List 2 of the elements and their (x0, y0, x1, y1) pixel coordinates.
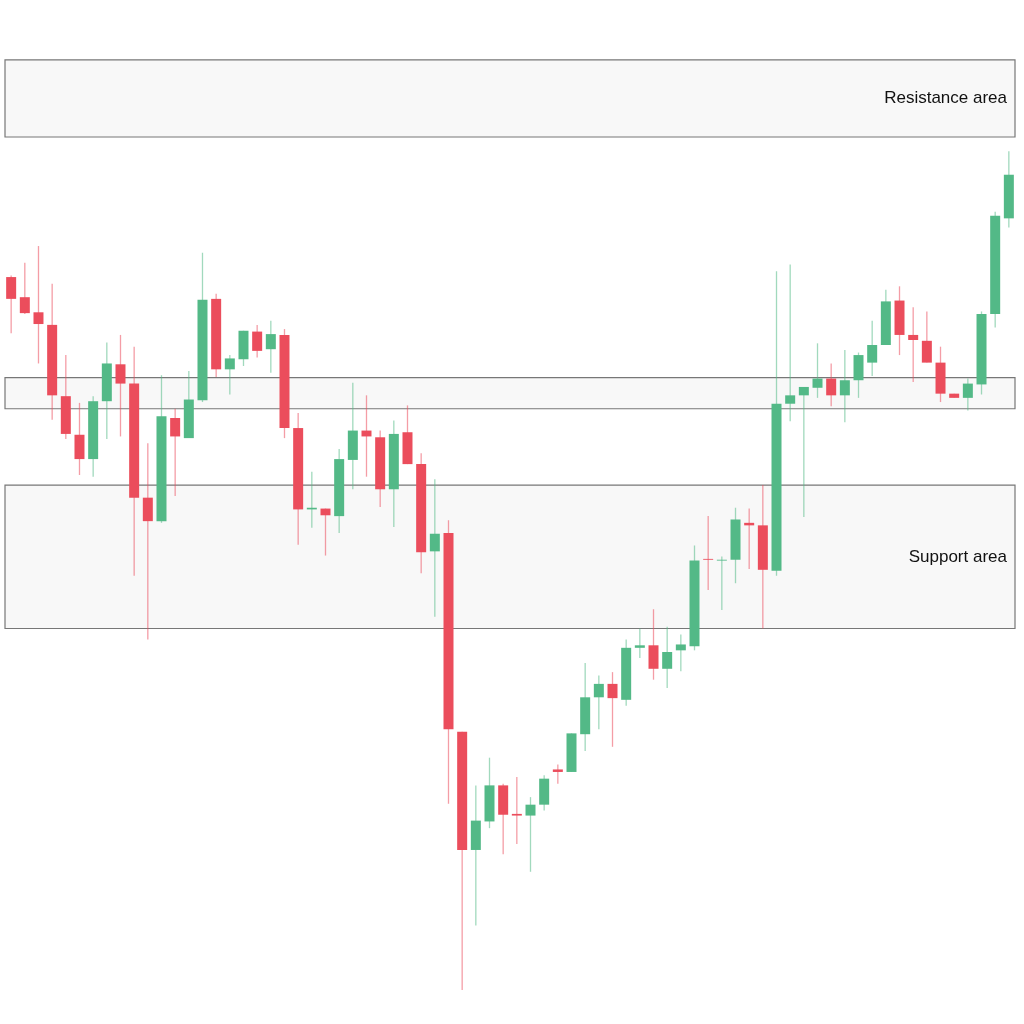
band-label: Resistance area (884, 88, 1008, 108)
band-label: Support area (908, 546, 1008, 566)
